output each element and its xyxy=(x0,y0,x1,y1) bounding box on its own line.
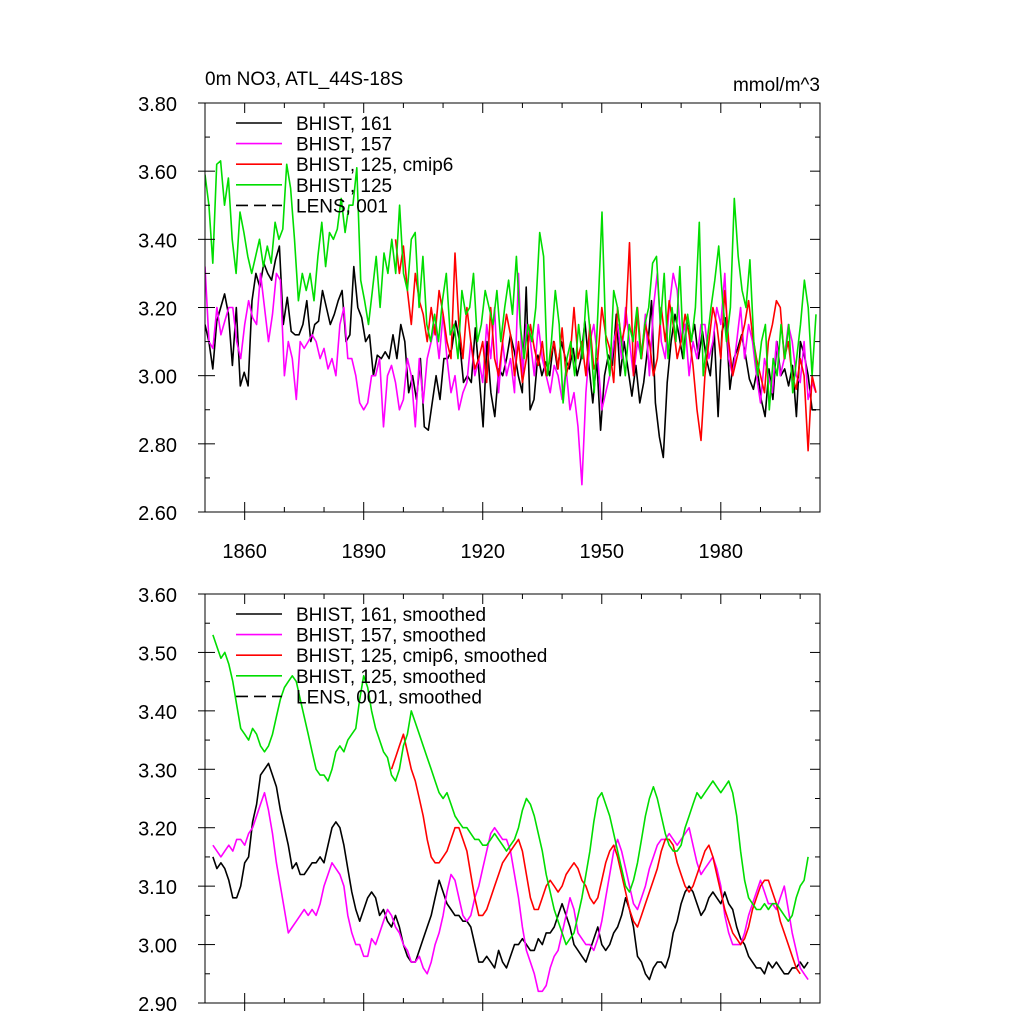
series-line-0 xyxy=(212,762,809,981)
x-tick-label: 1860 xyxy=(222,541,267,563)
legend-label-3: BHIST, 125, smoothed xyxy=(296,667,486,688)
y-tick-label: 2.60 xyxy=(138,503,177,525)
series-lines xyxy=(212,634,809,993)
x-tick-label: 1950 xyxy=(580,541,625,563)
y-tick-label: 3.60 xyxy=(138,162,177,184)
legend-label-4: LENS, 001, smoothed xyxy=(296,687,482,708)
legend-label-0: BHIST, 161 xyxy=(296,114,392,135)
chart-title: 0m NO3, ATL_44S-18S xyxy=(205,69,403,90)
series-line-1 xyxy=(205,266,817,486)
series-lines xyxy=(205,160,817,486)
y-tick-label: 2.80 xyxy=(138,435,177,457)
units-label: mmol/m^3 xyxy=(733,75,820,96)
legend-label-2: BHIST, 125, cmip6 xyxy=(296,155,453,176)
series-line-3 xyxy=(212,634,809,946)
y-tick-label: 3.10 xyxy=(138,877,177,899)
x-tick-label: 1920 xyxy=(460,541,505,563)
y-tick-label: 3.00 xyxy=(138,367,177,389)
series-line-1 xyxy=(212,791,809,993)
y-tick-label: 2.90 xyxy=(138,994,177,1016)
y-tick-label: 3.80 xyxy=(138,94,177,116)
series-line-3 xyxy=(205,160,817,411)
y-tick-label: 3.20 xyxy=(138,819,177,841)
y-tick-label: 3.50 xyxy=(138,643,177,665)
legend-label-4: LENS, 001 xyxy=(296,196,388,217)
y-tick-label: 3.40 xyxy=(138,230,177,252)
legend-label-0: BHIST, 161, smoothed xyxy=(296,605,486,626)
y-tick-label: 3.30 xyxy=(138,760,177,782)
x-tick-label: 1890 xyxy=(341,541,386,563)
legend-label-2: BHIST, 125, cmip6, smoothed xyxy=(296,646,547,667)
series-line-2 xyxy=(390,733,801,975)
x-tick-label: 1980 xyxy=(699,541,744,563)
bottom-panel: 2.90 3.00 3.10 3.20 3.30 3.40 3.50 3.60 BHIST, 1… xyxy=(138,585,821,1016)
y-tick-label: 3.20 xyxy=(138,299,177,321)
legend-label-3: BHIST, 125 xyxy=(296,176,392,197)
y-tick-label: 3.60 xyxy=(138,585,177,607)
top-panel: 2.60 2.80 3.00 3.20 3.40 3.60 3.80 1860 1890 1920… xyxy=(138,69,821,563)
y-tick-label: 3.00 xyxy=(138,936,177,958)
y-tick-label: 3.40 xyxy=(138,702,177,724)
legend-label-1: BHIST, 157, smoothed xyxy=(296,626,486,647)
legend-label-1: BHIST, 157 xyxy=(296,135,392,156)
